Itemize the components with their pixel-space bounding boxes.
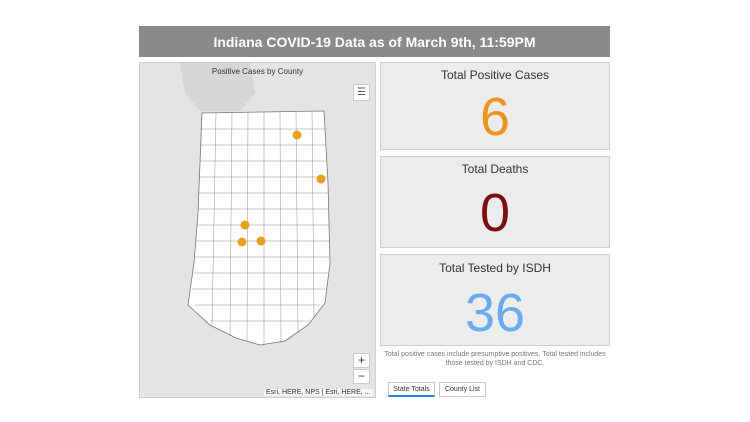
- tested-label: Total Tested by ISDH: [439, 261, 551, 275]
- case-marker: [256, 236, 266, 246]
- county-map-panel[interactable]: Positive Cases by County ☰ + − Esri, HER…: [139, 62, 376, 398]
- lake-michigan-shading: [180, 63, 255, 111]
- positive-cases-card: Total Positive Cases 6: [380, 62, 610, 150]
- tab-state-totals[interactable]: State Totals: [388, 382, 435, 397]
- tested-value: 36: [464, 283, 526, 343]
- case-marker: [240, 220, 250, 230]
- tested-card: Total Tested by ISDH 36: [380, 254, 610, 346]
- deaths-card: Total Deaths 0: [380, 156, 610, 248]
- positive-cases-label: Total Positive Cases: [440, 68, 550, 82]
- legend-list-icon: ☰: [357, 87, 366, 98]
- legend-button[interactable]: ☰: [353, 84, 370, 101]
- case-marker: [292, 130, 302, 140]
- map-attribution[interactable]: Esri, HERE, NPS | Esri, HERE, ...: [264, 389, 373, 396]
- zoom-in-button[interactable]: +: [353, 353, 370, 368]
- positive-cases-value: 6: [479, 87, 511, 147]
- deaths-value: 0: [479, 183, 511, 243]
- tab-county-list[interactable]: County List: [439, 382, 486, 397]
- indiana-outline: [187, 110, 331, 346]
- map-title: Positive Cases by County: [211, 67, 304, 76]
- county-borders: [192, 110, 330, 345]
- case-marker: [237, 237, 247, 247]
- dashboard-title: Indiana COVID-19 Data as of March 9th, 1…: [213, 33, 536, 50]
- case-marker: [316, 174, 326, 184]
- data-footnote: Total positive cases include presumptive…: [384, 351, 606, 367]
- zoom-out-button[interactable]: −: [353, 369, 370, 384]
- indiana-map[interactable]: [140, 63, 376, 398]
- deaths-label: Total Deaths: [461, 162, 529, 176]
- dashboard-header: Indiana COVID-19 Data as of March 9th, 1…: [139, 26, 610, 57]
